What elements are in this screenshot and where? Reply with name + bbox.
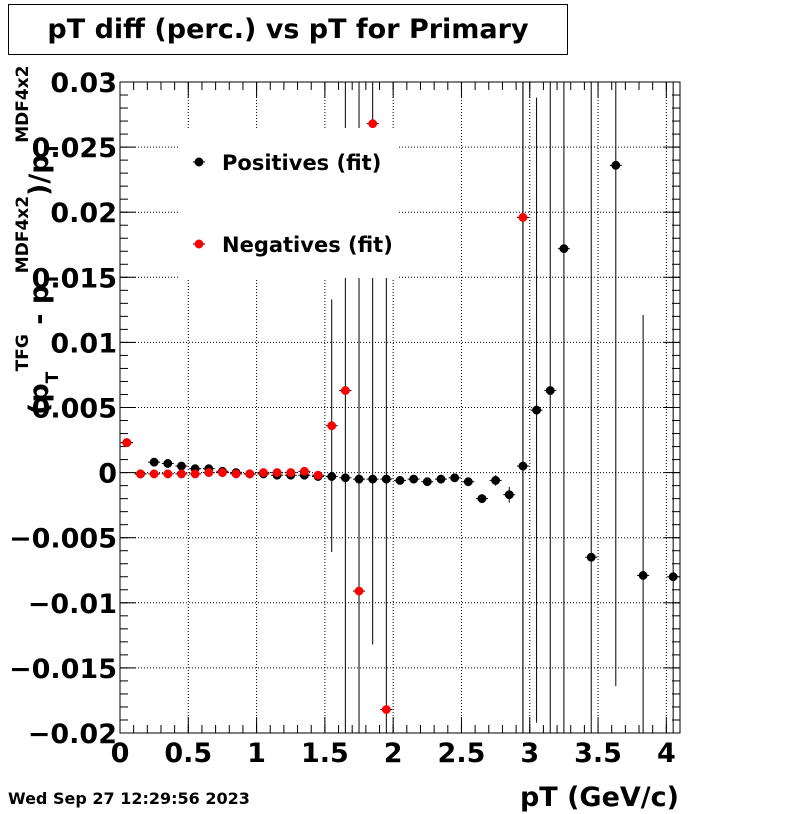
y-tick-label: −0.01 [28,589,117,620]
data-point [190,469,200,479]
data-point [299,466,309,476]
data-point [545,386,555,396]
data-point [163,469,173,479]
y-axis-label-text: (pTTFG - pTMDF4x2)/pTMDF4x2 [13,66,63,415]
data-point [149,457,159,467]
data-point [122,438,132,448]
y-tick-label: −0.015 [9,654,117,685]
y-tick-label: 0.025 [32,133,117,164]
data-point [217,468,227,478]
legend-label: Positives (fit) [222,151,381,175]
data-point [327,421,337,431]
data-point [450,473,460,483]
y-tick-label: 0 [98,459,117,490]
legend-background [178,128,398,278]
data-point [463,477,473,487]
legend-label: Negatives (fit) [222,233,393,257]
y-tick-label: 0.02 [50,198,117,229]
data-point [638,571,648,580]
x-tick-label: 3.5 [574,738,622,769]
data-point [231,469,241,479]
data-point [668,572,678,582]
data-point [611,160,621,170]
data-point [381,705,391,715]
data-point [491,475,501,485]
data-point [136,469,145,479]
x-axis-label: pT (GeV/c) [520,782,679,813]
legend-marker [194,239,204,249]
data-point [422,477,432,487]
y-tick-label: −0.02 [28,719,117,750]
data-point [204,468,214,478]
data-point [477,494,487,504]
data-point [504,490,514,500]
y-axis-label: (pTTFG - pTMDF4x2)/pTMDF4x2 [13,66,63,415]
legend: Positives (fit) Negatives (fit) [178,128,398,278]
y-tick-label: 0.01 [50,328,117,359]
data-point [586,552,596,562]
x-tick-label: 1 [247,738,266,769]
y-tick-label: 0.005 [32,394,117,425]
data-point [286,468,296,478]
data-point [177,469,186,479]
data-point [395,475,405,485]
y-tick-label: −0.005 [9,524,117,555]
axis-labels: pT (GeV/c) (pTTFG - pTMDF4x2)/pTMDF4x2 [13,66,679,813]
x-tick-label: 3 [520,738,539,769]
data-point [258,468,268,478]
chart-title: pT diff (perc.) vs pT for Primary [47,14,529,45]
data-point [149,469,159,479]
y-tick-label: 0.015 [32,263,117,294]
data-point [272,468,282,478]
data-point [340,386,350,396]
x-tick-label: 2.5 [438,738,486,769]
data-point [368,119,378,129]
data-point [518,212,528,222]
data-point [245,469,255,479]
axis-ticks: 0 0.5 1 1.5 2 2.5 3 3.5 4 −0.02 −0.015 −0.01 −0.005 0… [9,68,681,769]
data-point [354,586,364,596]
data-point [409,474,419,484]
x-tick-label: 0.5 [164,738,212,769]
x-tick-label: 4 [657,738,676,769]
data-point [313,470,323,480]
data-point [163,459,173,468]
timestamp: Wed Sep 27 12:29:56 2023 [8,789,250,808]
x-tick-label: 1.5 [301,738,349,769]
legend-marker [194,157,204,167]
chart-title-box: pT diff (perc.) vs pT for Primary [8,4,568,55]
data-point [559,244,569,254]
x-tick-label: 2 [384,738,403,769]
data-point [177,461,186,471]
x-tick-label: 0 [111,738,130,769]
y-tick-label: 0.03 [50,68,117,99]
data-point [532,405,542,415]
data-point [436,474,446,484]
